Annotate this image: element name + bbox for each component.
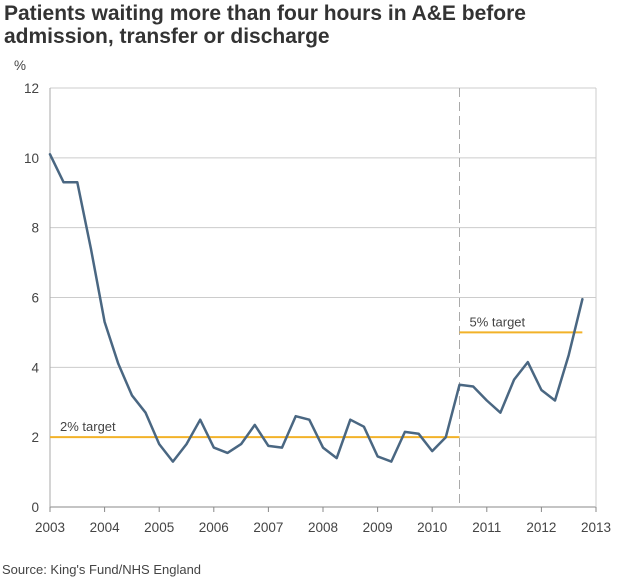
x-tick-label: 2009 — [363, 520, 393, 535]
x-tick-label: 2007 — [253, 520, 283, 535]
y-axis-label: % — [14, 58, 26, 73]
target-label-2: 5% target — [470, 314, 526, 329]
data-point — [185, 443, 188, 445]
data-point — [349, 419, 351, 421]
data-point — [199, 419, 201, 421]
x-tick-label: 2013 — [581, 520, 611, 535]
chart-title: Patients waiting more than four hours in… — [4, 2, 526, 48]
data-point — [499, 412, 502, 414]
x-tick-label: 2010 — [417, 520, 447, 535]
x-tick-label: 2003 — [35, 520, 65, 535]
target-lines: 2% target 5% target — [50, 314, 583, 439]
data-point — [404, 431, 406, 433]
data-point — [513, 378, 515, 381]
y-tick-label: 8 — [31, 221, 39, 236]
line-chart: % 2% target 5% target 0 2 4 6 8 10 12 2003 2004 20… — [14, 58, 611, 535]
data-point — [90, 248, 92, 250]
data-point — [49, 153, 51, 155]
data-point — [458, 384, 461, 386]
data-point — [390, 461, 392, 463]
data-point — [131, 394, 133, 396]
data-point — [267, 445, 269, 447]
y-tick-label: 4 — [31, 360, 39, 375]
data-point — [472, 385, 474, 388]
data-point — [445, 436, 447, 438]
data-point — [63, 181, 65, 183]
data-point — [295, 415, 297, 417]
series-line — [48, 153, 584, 463]
x-tick-label: 2004 — [90, 520, 121, 535]
target-label-1: 2% target — [60, 419, 116, 434]
y-tick-label: 6 — [31, 291, 39, 306]
data-point — [377, 455, 379, 457]
data-point — [581, 298, 583, 300]
data-point — [117, 363, 119, 365]
series-group — [48, 153, 584, 463]
y-tick-label: 0 — [31, 500, 39, 515]
data-point — [144, 412, 147, 414]
data-point — [527, 361, 529, 363]
x-tick-label: 2012 — [526, 520, 556, 535]
data-point — [417, 433, 420, 435]
x-tick-label: 2011 — [472, 520, 501, 535]
y-tick-label: 10 — [24, 151, 39, 166]
data-point — [158, 443, 160, 445]
gridlines — [50, 87, 596, 508]
data-point — [540, 389, 543, 391]
data-point — [568, 354, 570, 356]
x-tick-label: 2006 — [199, 520, 229, 535]
data-point — [431, 450, 433, 452]
data-point — [336, 457, 338, 459]
data-point — [76, 181, 78, 183]
data-point — [254, 424, 256, 426]
y-tick-label: 2 — [31, 430, 39, 445]
tick-labels: 0 2 4 6 8 10 12 2003 2004 2005 2006 2007 2008 2009 201… — [24, 81, 611, 535]
source-note: Source: King's Fund/NHS England — [2, 562, 202, 577]
data-point — [486, 399, 488, 402]
data-point — [363, 426, 365, 428]
x-tick-label: 2005 — [144, 520, 174, 535]
data-point — [172, 461, 174, 463]
data-point — [226, 452, 229, 454]
data-point — [308, 419, 310, 421]
y-tick-label: 12 — [24, 81, 39, 96]
x-tick-label: 2008 — [308, 520, 338, 535]
data-point — [213, 447, 215, 449]
data-point — [322, 447, 324, 449]
data-point — [281, 447, 283, 449]
data-point — [554, 399, 556, 402]
data-point — [240, 443, 242, 445]
data-point — [104, 321, 106, 323]
